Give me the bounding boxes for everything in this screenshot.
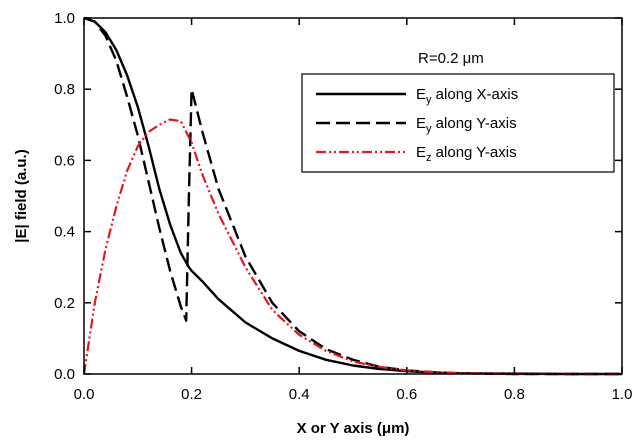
series-layer	[82, 16, 622, 376]
y-tick-label: 0.8	[54, 81, 75, 98]
x-axis-title: X or Y axis (μm)	[297, 420, 410, 437]
series-line-2	[83, 16, 622, 376]
x-tick-label: 0.2	[181, 386, 202, 403]
x-tick-label: 0.8	[504, 386, 525, 403]
y-tick-label: 0.4	[54, 224, 75, 241]
legend: Ey along X-axis Ey along Y-axis Ez along Y…	[301, 73, 615, 173]
y-axis-title: |E| field (a.u.)	[13, 149, 30, 242]
y-tick-label: 0.2	[54, 295, 75, 312]
legend-label-2: Ey along Y-axis	[416, 115, 517, 135]
x-tick-label: 1.0	[612, 386, 633, 403]
x-tick-label: 0.4	[289, 386, 310, 403]
ticks-layer: 0.0 0.2 0.4 0.6 0.8 1.0 0.0 0.2 0.4 0.6 0.8 1.0	[54, 10, 632, 403]
series-line-1	[83, 16, 622, 376]
y-tick-label: 1.0	[54, 10, 75, 27]
y-tick-label: 0.0	[54, 366, 75, 383]
x-tick-label: 0.6	[396, 386, 417, 403]
legend-label-1: Ey along X-axis	[416, 86, 518, 106]
radius-annotation: R=0.2 μm	[418, 50, 484, 67]
plot-frame	[83, 17, 623, 375]
legend-box	[301, 73, 615, 173]
y-tick-label: 0.6	[54, 152, 75, 169]
series-line-3	[82, 118, 622, 376]
x-tick-label: 0.0	[74, 386, 95, 403]
legend-label-3: Ez along Y-axis	[416, 144, 517, 164]
